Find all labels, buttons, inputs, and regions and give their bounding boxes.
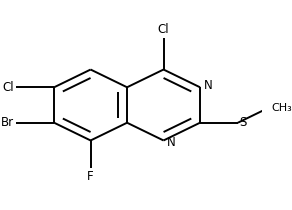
Text: N: N <box>167 136 176 149</box>
Text: Br: Br <box>1 116 14 129</box>
Text: F: F <box>87 170 94 183</box>
Text: S: S <box>239 116 246 129</box>
Text: N: N <box>204 79 213 92</box>
Text: Cl: Cl <box>2 81 14 94</box>
Text: Cl: Cl <box>158 22 169 35</box>
Text: CH₃: CH₃ <box>271 103 292 113</box>
